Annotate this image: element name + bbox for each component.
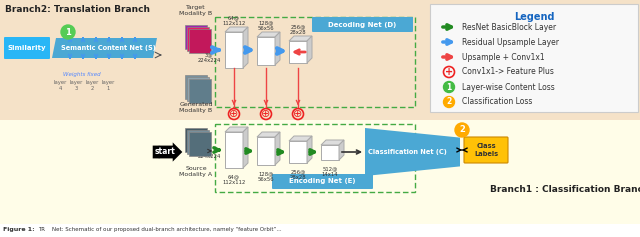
- Bar: [257, 37, 275, 65]
- Polygon shape: [257, 32, 280, 37]
- Polygon shape: [339, 140, 344, 160]
- Text: layer
1: layer 1: [101, 80, 115, 91]
- Polygon shape: [275, 32, 280, 65]
- Bar: [257, 137, 275, 165]
- Text: 1: 1: [65, 27, 71, 36]
- Bar: [0, 120, 640, 237]
- Bar: [321, 145, 339, 160]
- FancyBboxPatch shape: [312, 17, 413, 32]
- Text: 256@
28x28: 256@ 28x28: [290, 24, 307, 35]
- Text: Generated
Modality B: Generated Modality B: [179, 102, 212, 113]
- Bar: [187, 77, 209, 101]
- Bar: [289, 41, 307, 63]
- Bar: [187, 130, 209, 154]
- Bar: [185, 128, 207, 152]
- Text: Conv1x1-> Feature Plus: Conv1x1-> Feature Plus: [462, 68, 554, 77]
- Polygon shape: [243, 127, 248, 168]
- Text: Target
Modality B: Target Modality B: [179, 5, 212, 16]
- Text: 256@
28x28: 256@ 28x28: [290, 169, 307, 180]
- Bar: [225, 132, 243, 168]
- Bar: [189, 132, 211, 156]
- FancyBboxPatch shape: [272, 174, 373, 189]
- Circle shape: [455, 123, 469, 137]
- Bar: [0, 0, 640, 120]
- Text: Weights fixed: Weights fixed: [63, 72, 101, 77]
- Polygon shape: [243, 27, 248, 68]
- Bar: [185, 25, 207, 49]
- Circle shape: [61, 25, 75, 39]
- Text: Similarity: Similarity: [8, 45, 46, 51]
- Text: 1: 1: [446, 82, 452, 91]
- Text: TR    Net: Schematic of our proposed dual-branch architecture, namely “feature O: TR Net: Schematic of our proposed dual-b…: [38, 227, 282, 232]
- Text: layer
2: layer 2: [85, 80, 99, 91]
- Polygon shape: [321, 140, 344, 145]
- Text: 128@
56x56: 128@ 56x56: [258, 171, 275, 182]
- Text: 2: 2: [446, 97, 452, 106]
- Text: Branch1 : Classification Branch: Branch1 : Classification Branch: [490, 185, 640, 194]
- Text: 2: 2: [459, 126, 465, 135]
- Bar: [187, 27, 209, 51]
- Polygon shape: [225, 127, 248, 132]
- Bar: [430, 4, 638, 112]
- Bar: [225, 32, 243, 68]
- Text: ⊕: ⊕: [293, 109, 303, 119]
- Polygon shape: [257, 132, 280, 137]
- Text: ⊕: ⊕: [261, 109, 271, 119]
- Text: Encoding Net (E): Encoding Net (E): [289, 178, 356, 184]
- Bar: [185, 75, 207, 99]
- FancyBboxPatch shape: [4, 37, 50, 59]
- Text: start: start: [155, 147, 175, 156]
- Circle shape: [444, 96, 454, 108]
- Text: +: +: [445, 67, 453, 77]
- Polygon shape: [52, 38, 157, 58]
- Text: Branch2: Translation Branch: Branch2: Translation Branch: [5, 5, 150, 14]
- Polygon shape: [275, 132, 280, 165]
- Text: Semantic Content Net (S): Semantic Content Net (S): [61, 45, 156, 51]
- Text: ResNet BasicBlock Layer: ResNet BasicBlock Layer: [462, 23, 556, 32]
- Text: 64@
112x112: 64@ 112x112: [222, 174, 246, 185]
- Text: Legend: Legend: [514, 12, 554, 22]
- Text: Classification Net (C): Classification Net (C): [368, 149, 447, 155]
- Text: 512@
14x14: 512@ 14x14: [322, 166, 339, 177]
- Text: layer
3: layer 3: [69, 80, 83, 91]
- Polygon shape: [307, 136, 312, 163]
- Text: Class
Labels: Class Labels: [474, 143, 498, 156]
- Text: 3@
224x224: 3@ 224x224: [197, 148, 221, 159]
- Text: Decoding Net (D): Decoding Net (D): [328, 22, 397, 27]
- Polygon shape: [289, 36, 312, 41]
- Bar: [0, 224, 640, 237]
- Circle shape: [444, 82, 454, 92]
- Polygon shape: [225, 27, 248, 32]
- Bar: [189, 79, 211, 103]
- Text: ⊕: ⊕: [229, 109, 239, 119]
- Text: Residual Upsample Layer: Residual Upsample Layer: [462, 37, 559, 46]
- Bar: [289, 141, 307, 163]
- FancyBboxPatch shape: [464, 137, 508, 163]
- Text: 64@
112x112: 64@ 112x112: [222, 15, 246, 26]
- Bar: [189, 29, 211, 53]
- Text: Upsample + Conv1x1: Upsample + Conv1x1: [462, 53, 545, 61]
- Text: layer
4: layer 4: [53, 80, 67, 91]
- Text: Figure 1:: Figure 1:: [3, 227, 37, 232]
- Polygon shape: [307, 36, 312, 63]
- Text: 128@
56x56: 128@ 56x56: [258, 20, 275, 31]
- Text: Source
Modality A: Source Modality A: [179, 166, 212, 177]
- Polygon shape: [289, 136, 312, 141]
- Text: Classification Loss: Classification Loss: [462, 97, 532, 106]
- Polygon shape: [365, 128, 460, 176]
- Text: 3@
224x224: 3@ 224x224: [197, 52, 221, 63]
- Text: Layer-wise Content Loss: Layer-wise Content Loss: [462, 82, 555, 91]
